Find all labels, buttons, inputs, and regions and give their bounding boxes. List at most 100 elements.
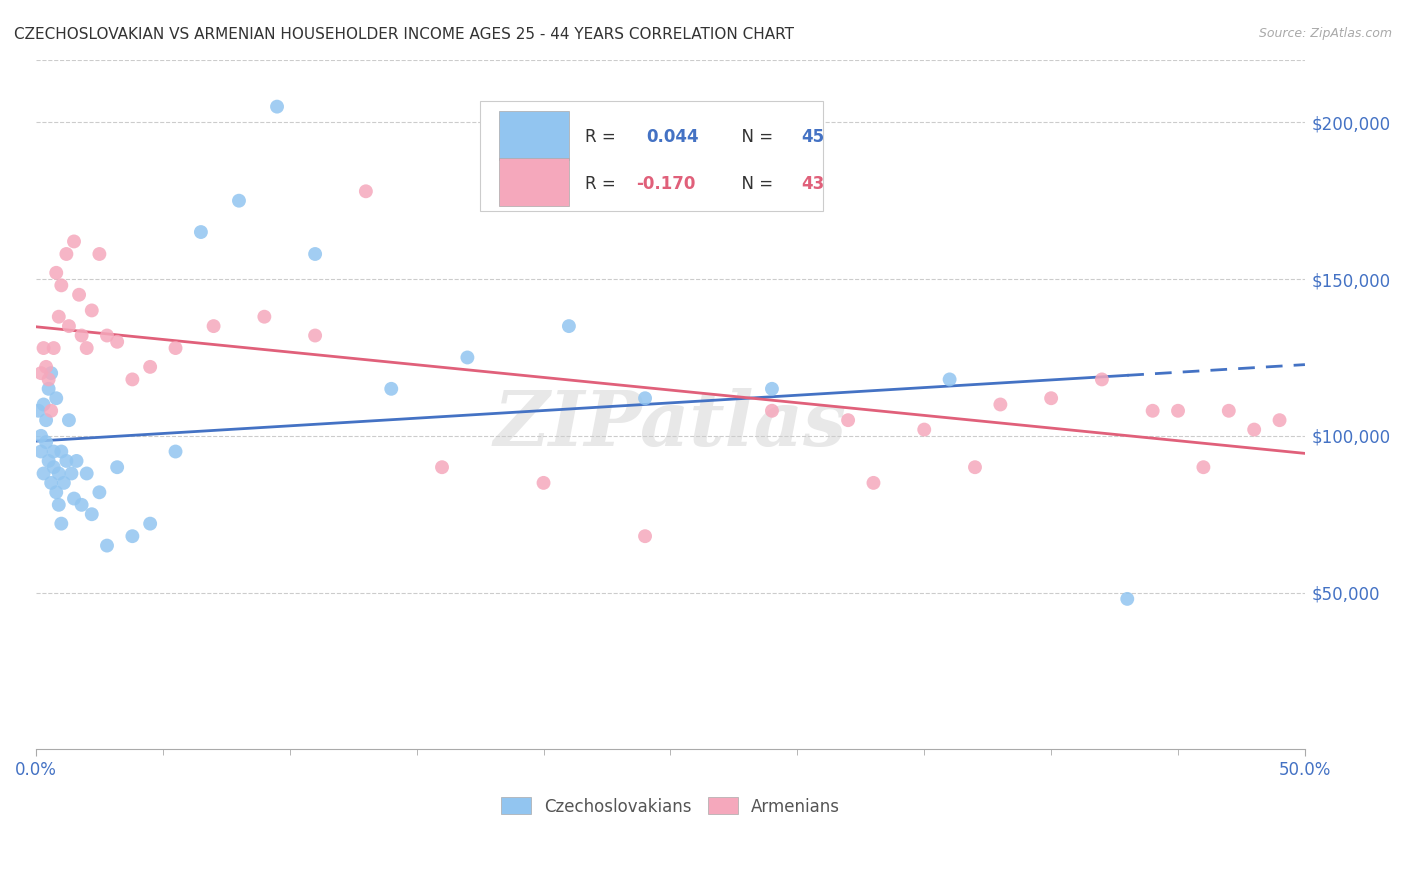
Point <box>55 247 77 261</box>
Point <box>35 413 58 427</box>
Point <box>912 423 935 437</box>
Point <box>139 516 162 531</box>
Text: R =: R = <box>585 128 621 146</box>
Point <box>51 444 73 458</box>
Text: 45: 45 <box>801 128 824 146</box>
Point <box>634 529 657 543</box>
Point <box>96 539 118 553</box>
Point <box>51 516 73 531</box>
Point <box>55 454 77 468</box>
Point <box>96 328 118 343</box>
Point <box>1040 391 1063 405</box>
Point <box>354 184 377 198</box>
Point <box>39 404 62 418</box>
Point <box>30 444 52 458</box>
Bar <box>499 112 569 160</box>
Text: -0.170: -0.170 <box>636 175 696 193</box>
Point <box>266 100 288 114</box>
Point <box>938 372 960 386</box>
Point <box>30 429 52 443</box>
Text: N =: N = <box>731 175 779 193</box>
Point <box>990 397 1012 411</box>
Point <box>39 366 62 380</box>
Point <box>1116 591 1139 606</box>
Point <box>558 319 581 334</box>
Point <box>70 328 93 343</box>
Point <box>304 328 326 343</box>
Point <box>42 460 65 475</box>
Point <box>761 382 783 396</box>
Point <box>80 303 103 318</box>
Point <box>30 366 52 380</box>
Point <box>1142 404 1164 418</box>
Point <box>89 247 111 261</box>
Point <box>45 266 67 280</box>
Point <box>1091 372 1114 386</box>
Point <box>1268 413 1291 427</box>
Point <box>38 382 60 396</box>
Point <box>35 435 58 450</box>
Point <box>76 467 98 481</box>
Point <box>63 491 86 506</box>
Text: CZECHOSLOVAKIAN VS ARMENIAN HOUSEHOLDER INCOME AGES 25 - 44 YEARS CORRELATION CH: CZECHOSLOVAKIAN VS ARMENIAN HOUSEHOLDER … <box>14 27 794 42</box>
Point <box>105 334 128 349</box>
Legend: Czechoslovakians, Armenians: Czechoslovakians, Armenians <box>492 789 849 824</box>
Point <box>67 287 90 301</box>
Point <box>533 475 555 490</box>
Point <box>45 391 67 405</box>
Point <box>63 235 86 249</box>
Point <box>430 460 453 475</box>
Text: N =: N = <box>731 128 779 146</box>
Point <box>27 404 49 418</box>
Point <box>70 498 93 512</box>
Point <box>76 341 98 355</box>
Point <box>105 460 128 475</box>
Point <box>52 475 75 490</box>
Point <box>39 475 62 490</box>
Point <box>862 475 884 490</box>
Point <box>35 359 58 374</box>
Point <box>761 404 783 418</box>
Point <box>253 310 276 324</box>
Point <box>42 341 65 355</box>
Point <box>80 507 103 521</box>
Point <box>139 359 162 374</box>
Point <box>65 454 87 468</box>
Point <box>58 413 80 427</box>
Point <box>634 391 657 405</box>
Point <box>1167 404 1189 418</box>
Point <box>32 341 55 355</box>
Point <box>121 529 143 543</box>
Point <box>38 372 60 386</box>
Point <box>32 397 55 411</box>
Text: 0.044: 0.044 <box>647 128 699 146</box>
Point <box>228 194 250 208</box>
Point <box>165 444 187 458</box>
Point <box>380 382 402 396</box>
Point <box>963 460 986 475</box>
Point <box>32 467 55 481</box>
Point <box>60 467 83 481</box>
Point <box>51 278 73 293</box>
Point <box>48 498 70 512</box>
Point <box>165 341 187 355</box>
Text: 43: 43 <box>801 175 824 193</box>
Point <box>190 225 212 239</box>
Point <box>456 351 478 365</box>
Text: R =: R = <box>585 175 621 193</box>
Point <box>48 310 70 324</box>
Point <box>38 454 60 468</box>
Point <box>121 372 143 386</box>
Text: ZIPatlas: ZIPatlas <box>494 388 846 462</box>
Point <box>1218 404 1240 418</box>
Bar <box>499 158 569 206</box>
Point <box>48 467 70 481</box>
Text: Source: ZipAtlas.com: Source: ZipAtlas.com <box>1258 27 1392 40</box>
Point <box>304 247 326 261</box>
Point <box>45 485 67 500</box>
Point <box>89 485 111 500</box>
Point <box>202 319 225 334</box>
Point <box>58 319 80 334</box>
Point <box>1192 460 1215 475</box>
FancyBboxPatch shape <box>479 101 823 211</box>
